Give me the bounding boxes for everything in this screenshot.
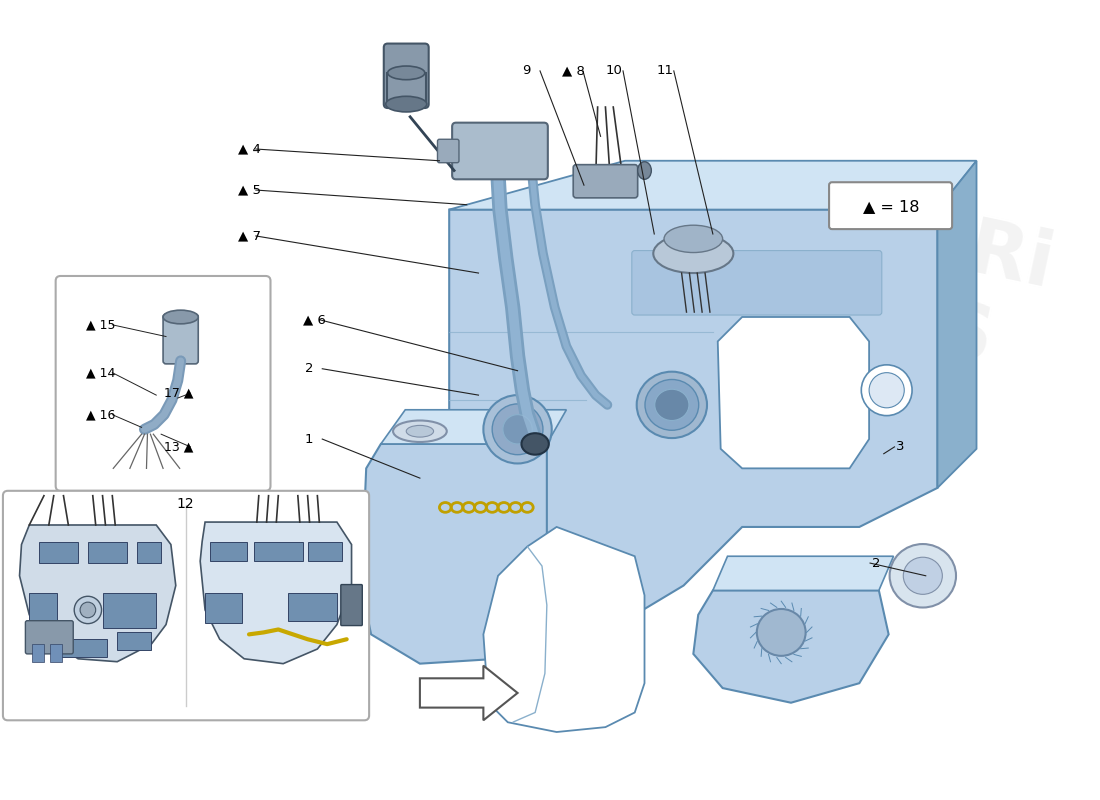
Bar (254, 542, 303, 561)
Ellipse shape (903, 558, 943, 594)
Bar (32, 644, 44, 662)
Bar (136, 542, 161, 563)
Ellipse shape (492, 404, 543, 454)
FancyBboxPatch shape (341, 585, 362, 626)
Text: 13 ▲: 13 ▲ (164, 440, 194, 454)
Ellipse shape (757, 609, 805, 656)
Text: 11: 11 (657, 65, 673, 78)
Bar (88, 542, 126, 563)
Polygon shape (937, 161, 977, 488)
Ellipse shape (637, 372, 707, 438)
Ellipse shape (890, 544, 956, 607)
Ellipse shape (638, 162, 651, 179)
Text: ▲ 8: ▲ 8 (561, 65, 584, 78)
Bar (210, 542, 248, 561)
FancyBboxPatch shape (452, 122, 548, 179)
Ellipse shape (387, 66, 425, 80)
Ellipse shape (664, 226, 723, 253)
Text: ▲ = 18: ▲ = 18 (864, 199, 920, 214)
Polygon shape (693, 590, 889, 702)
Bar (118, 633, 152, 650)
Polygon shape (449, 210, 937, 615)
Text: 9: 9 (522, 65, 531, 78)
Bar (30, 594, 56, 627)
Text: ▲ 7: ▲ 7 (239, 230, 262, 242)
Bar (308, 542, 342, 561)
Text: ▲ 16: ▲ 16 (86, 408, 116, 421)
Bar (40, 542, 78, 563)
Ellipse shape (393, 421, 447, 442)
Ellipse shape (645, 379, 698, 430)
Bar (58, 639, 108, 657)
Ellipse shape (503, 414, 532, 444)
Polygon shape (200, 522, 352, 664)
Text: FeRRaRi
PaRTS: FeRRaRi PaRTS (679, 158, 1059, 388)
Ellipse shape (80, 602, 96, 618)
Text: ▲ 5: ▲ 5 (239, 183, 262, 197)
FancyBboxPatch shape (3, 491, 370, 720)
Ellipse shape (163, 310, 198, 324)
Text: passion for: passion for (525, 366, 745, 493)
Polygon shape (449, 161, 977, 210)
Text: 2: 2 (872, 557, 880, 570)
Text: 10: 10 (605, 65, 623, 78)
Ellipse shape (386, 96, 427, 112)
FancyBboxPatch shape (163, 314, 198, 364)
Text: 3: 3 (896, 440, 905, 454)
Ellipse shape (654, 390, 689, 421)
Text: online: online (601, 462, 708, 533)
FancyBboxPatch shape (631, 250, 882, 315)
Polygon shape (420, 666, 518, 720)
Ellipse shape (521, 434, 549, 454)
Ellipse shape (869, 373, 904, 408)
FancyBboxPatch shape (25, 621, 74, 654)
Ellipse shape (653, 234, 734, 273)
Bar (50, 644, 62, 662)
Text: 2: 2 (305, 362, 314, 375)
Text: 17 ▲: 17 ▲ (164, 386, 194, 400)
FancyBboxPatch shape (829, 182, 953, 229)
Bar (205, 594, 242, 622)
FancyBboxPatch shape (438, 139, 459, 162)
Ellipse shape (483, 395, 552, 463)
Polygon shape (717, 317, 869, 468)
Ellipse shape (406, 426, 433, 437)
Text: 1: 1 (305, 433, 314, 446)
Text: ▲ 14: ▲ 14 (86, 366, 116, 379)
Ellipse shape (74, 596, 101, 624)
Polygon shape (20, 525, 176, 662)
Polygon shape (381, 410, 566, 444)
FancyBboxPatch shape (56, 276, 271, 491)
Text: 12: 12 (177, 497, 195, 510)
Polygon shape (483, 527, 645, 732)
Text: ▲ 15: ▲ 15 (86, 318, 116, 331)
Bar (288, 594, 337, 621)
Text: since 1985: since 1985 (629, 318, 777, 404)
Polygon shape (361, 444, 547, 664)
Text: ▲ 4: ▲ 4 (239, 142, 261, 155)
Text: ▲ 6: ▲ 6 (302, 314, 326, 326)
Ellipse shape (861, 365, 912, 416)
FancyBboxPatch shape (384, 43, 429, 108)
FancyBboxPatch shape (573, 165, 638, 198)
Bar (102, 594, 156, 627)
Polygon shape (713, 556, 893, 590)
